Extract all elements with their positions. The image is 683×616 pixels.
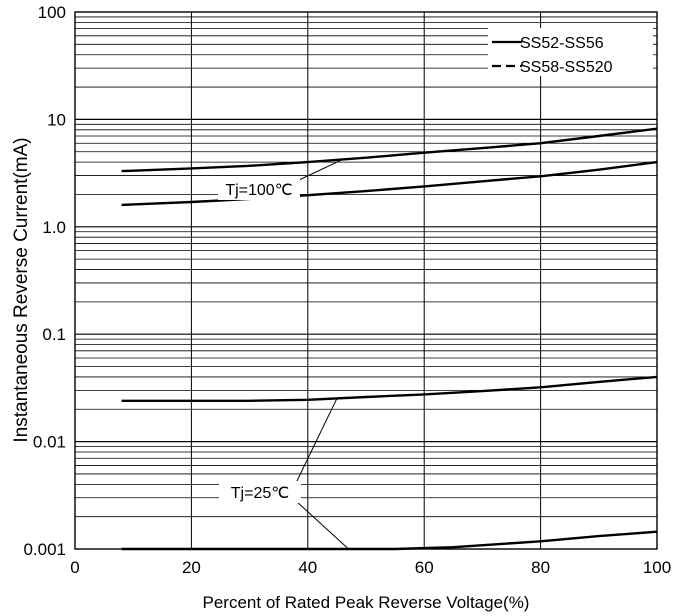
x-tick-label: 20 xyxy=(182,558,201,577)
x-tick-label: 100 xyxy=(643,558,671,577)
series-line xyxy=(121,530,658,551)
y-tick-label: 0.01 xyxy=(33,433,66,452)
y-axis-title: Instantaneous Reverse Current(mA) xyxy=(11,137,32,442)
legend: SS52-SS56 SS58-SS520 xyxy=(488,28,653,76)
x-tick-label: 80 xyxy=(531,558,550,577)
x-tick-label: 40 xyxy=(298,558,317,577)
series-line xyxy=(121,160,658,207)
annotation-background xyxy=(219,481,301,503)
series-line xyxy=(121,127,658,173)
legend-box xyxy=(488,28,653,76)
y-tick-label: 0.001 xyxy=(23,540,66,559)
x-tick-label: 0 xyxy=(70,558,79,577)
annotation-layer: Tj=100℃ Tj=25℃ xyxy=(218,159,349,550)
leader-line xyxy=(295,398,338,484)
legend-label: SS58-SS520 xyxy=(520,59,613,76)
grid xyxy=(75,12,657,549)
annotation-label: Tj=25℃ xyxy=(231,485,289,502)
series-line xyxy=(121,375,658,402)
plot-frame xyxy=(74,11,658,550)
y-tick-label: 100 xyxy=(38,3,66,22)
y-tick-labels: 0.001 0.01 0.1 1.0 10 100 xyxy=(23,3,66,559)
y-tick-label: 10 xyxy=(47,110,66,129)
y-tick-label: 1.0 xyxy=(42,218,66,237)
annotation-background xyxy=(218,178,300,200)
x-tick-label: 60 xyxy=(415,558,434,577)
x-tick-labels: 0 20 40 60 80 100 xyxy=(70,558,671,577)
x-axis-title: Percent of Rated Peak Reverse Voltage(%) xyxy=(203,593,530,612)
annotation-label: Tj=100℃ xyxy=(225,182,292,199)
leader-line xyxy=(298,159,343,181)
legend-label: SS52-SS56 xyxy=(520,35,604,52)
leader-line xyxy=(295,500,349,550)
y-tick-label: 0.1 xyxy=(42,325,66,344)
